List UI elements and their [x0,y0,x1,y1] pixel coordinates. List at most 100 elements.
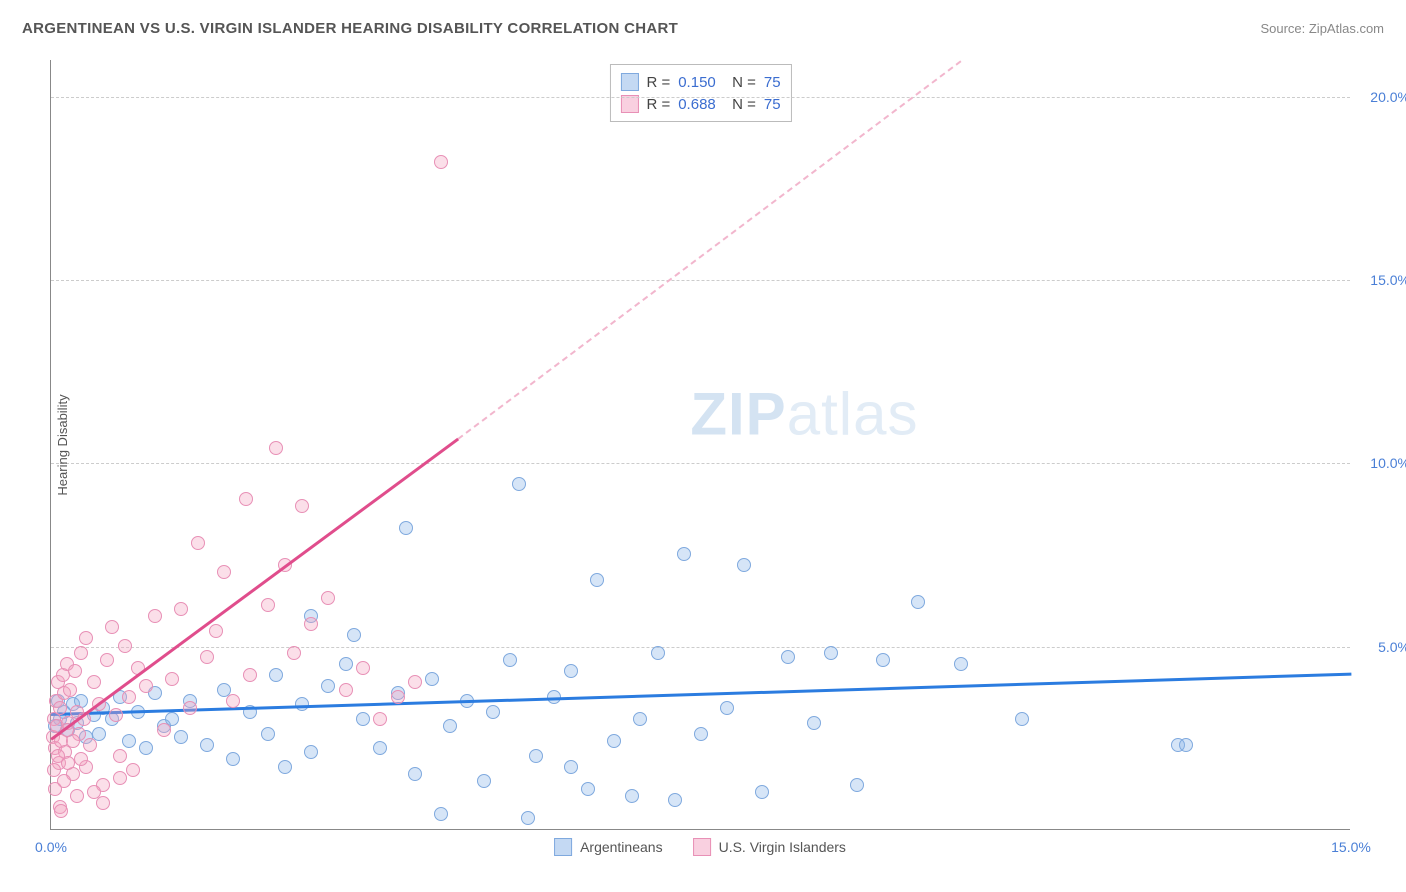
scatter-point [200,650,214,664]
scatter-point [607,734,621,748]
scatter-point [321,591,335,605]
scatter-point [118,639,132,653]
scatter-point [74,752,88,766]
scatter-point [183,701,197,715]
scatter-point [261,598,275,612]
scatter-point [477,774,491,788]
scatter-point [269,441,283,455]
scatter-point [876,653,890,667]
scatter-point [157,723,171,737]
legend-item-argentineans: Argentineans [554,838,663,856]
legend-item-usvi: U.S. Virgin Islanders [693,838,846,856]
scatter-point [165,672,179,686]
scatter-point [356,712,370,726]
scatter-point [174,730,188,744]
y-tick-label: 10.0% [1370,455,1406,471]
scatter-point [755,785,769,799]
n-value-blue: 75 [764,74,781,91]
swatch-blue-icon [620,73,638,91]
scatter-point [54,804,68,818]
scatter-point [850,778,864,792]
scatter-point [239,492,253,506]
scatter-point [807,716,821,730]
scatter-point [87,675,101,689]
scatter-point [126,763,140,777]
scatter-point [47,763,61,777]
scatter-point [425,672,439,686]
scatter-point [295,499,309,513]
scatter-point [668,793,682,807]
scatter-point [100,653,114,667]
scatter-point [226,694,240,708]
legend-correlation: R = 0.150 N = 75 R = 0.688 N = 75 [609,64,791,122]
plot-region: ZIPatlas R = 0.150 N = 75 R = 0.688 N = … [50,60,1350,830]
scatter-point [590,573,604,587]
scatter-point [339,683,353,697]
scatter-point [113,771,127,785]
scatter-point [512,477,526,491]
swatch-pink-icon [693,838,711,856]
scatter-point [51,749,65,763]
n-value-pink: 75 [764,96,781,113]
gridline [51,280,1350,281]
swatch-pink-icon [620,95,638,113]
scatter-point [434,155,448,169]
scatter-point [373,712,387,726]
scatter-point [633,712,647,726]
scatter-point [625,789,639,803]
scatter-point [1179,738,1193,752]
scatter-point [191,536,205,550]
scatter-point [287,646,301,660]
scatter-point [521,811,535,825]
x-tick-label: 15.0% [1331,839,1371,855]
r-value-blue: 0.150 [678,74,716,91]
scatter-point [781,650,795,664]
scatter-point [503,653,517,667]
source-label: Source: ZipAtlas.com [1260,21,1384,36]
scatter-point [226,752,240,766]
scatter-point [408,675,422,689]
scatter-point [443,719,457,733]
scatter-point [391,690,405,704]
scatter-point [139,741,153,755]
scatter-point [824,646,838,660]
scatter-point [269,668,283,682]
scatter-point [304,745,318,759]
scatter-point [122,734,136,748]
scatter-point [694,727,708,741]
legend-label: Argentineans [580,839,663,855]
scatter-point [174,602,188,616]
scatter-point [113,749,127,763]
scatter-point [83,738,97,752]
scatter-point [486,705,500,719]
scatter-point [399,521,413,535]
scatter-point [70,789,84,803]
scatter-point [74,646,88,660]
swatch-blue-icon [554,838,572,856]
chart-area: ZIPatlas R = 0.150 N = 75 R = 0.688 N = … [50,60,1350,830]
scatter-point [63,683,77,697]
watermark: ZIPatlas [690,379,918,448]
scatter-point [53,701,67,715]
y-tick-label: 20.0% [1370,89,1406,105]
scatter-point [408,767,422,781]
gridline [51,463,1350,464]
scatter-point [347,628,361,642]
y-tick-label: 5.0% [1378,639,1406,655]
scatter-point [954,657,968,671]
scatter-point [321,679,335,693]
scatter-point [243,668,257,682]
scatter-point [122,690,136,704]
scatter-point [651,646,665,660]
scatter-point [148,609,162,623]
scatter-point [209,624,223,638]
scatter-point [434,807,448,821]
scatter-point [677,547,691,561]
legend-series: Argentineans U.S. Virgin Islanders [554,838,846,856]
scatter-point [1015,712,1029,726]
legend-row-blue: R = 0.150 N = 75 [620,71,780,93]
legend-label: U.S. Virgin Islanders [719,839,846,855]
r-value-pink: 0.688 [678,96,716,113]
scatter-point [373,741,387,755]
scatter-point [356,661,370,675]
